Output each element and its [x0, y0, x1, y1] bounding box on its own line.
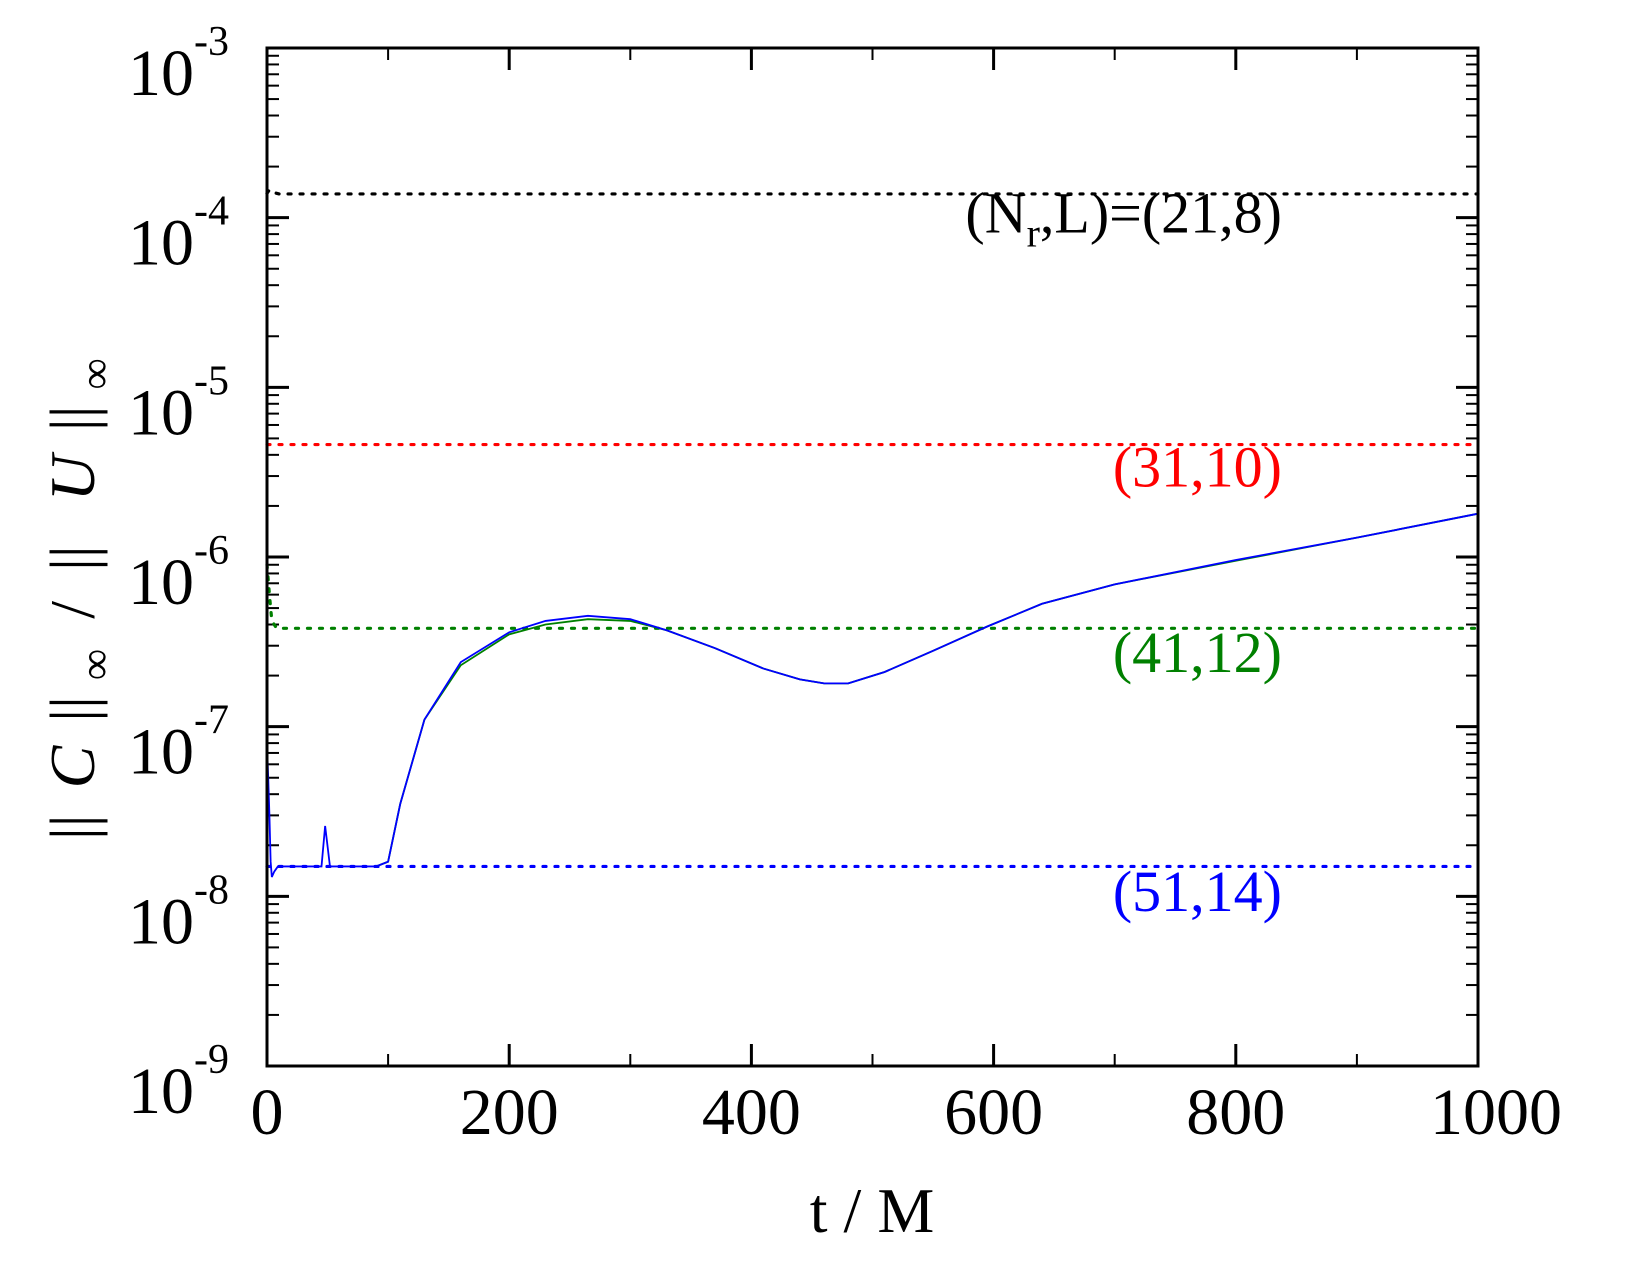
y-tick-label: 10-8	[128, 867, 229, 958]
x-tick-label: 800	[1186, 1076, 1285, 1149]
x-axis-title: t / M	[810, 1175, 934, 1246]
y-tick-exp: -9	[194, 1037, 229, 1083]
y-tick-base: 10	[128, 716, 194, 789]
y-tick-base: 10	[128, 885, 194, 958]
series-label-text: (51,14)	[1113, 859, 1282, 924]
series-label-3: (51,14)	[1113, 859, 1282, 924]
series-label-text: (N	[965, 180, 1026, 245]
series-label-text: (41,12)	[1113, 620, 1282, 685]
series-layer	[265, 187, 1480, 878]
series-label-rest: ,L)=(21,8)	[1040, 180, 1282, 245]
x-tick-label: 600	[944, 1076, 1043, 1149]
y-tick-exp: -5	[194, 358, 229, 404]
y-axis-den-open: ||	[37, 545, 108, 571]
y-axis-slash: /	[37, 601, 108, 619]
y-axis-title: || C || ∞ / || U || ∞	[37, 358, 124, 840]
minor-ticks	[267, 48, 1478, 1066]
series-line-5	[266, 512, 1479, 878]
series-label-0: (Nr,L)=(21,8)	[965, 180, 1282, 255]
y-tick-base: 10	[128, 376, 194, 449]
y-tick-exp: -4	[194, 189, 229, 235]
major-ticks	[265, 46, 1480, 1068]
series-line-2	[265, 563, 1480, 630]
y-axis-num-symbol: C	[37, 744, 108, 788]
series-label-sub: r	[1027, 210, 1040, 255]
y-tick-base: 10	[128, 1055, 194, 1128]
y-tick-label: 10-4	[128, 189, 229, 280]
y-tick-exp: -6	[194, 528, 229, 574]
plot-frame	[265, 46, 1480, 1068]
y-tick-exp: -8	[194, 867, 229, 913]
y-tick-label: 10-3	[128, 19, 229, 110]
y-tick-exp: -7	[194, 698, 229, 744]
y-axis-den-symbol: U	[37, 451, 108, 501]
y-axis-den-close: ||	[37, 405, 108, 431]
y-axis-norm-close: ||	[37, 696, 108, 722]
y-tick-label: 10-6	[128, 528, 229, 619]
y-tick-exp: -3	[194, 19, 229, 65]
series-label-1: (31,10)	[1113, 435, 1282, 500]
series-labels: (Nr,L)=(21,8) (31,10) (41,12) (51,14)	[965, 180, 1282, 924]
y-tick-base: 10	[128, 546, 194, 619]
x-tick-labels: 0 200 400 600 800 1000	[251, 1076, 1563, 1149]
x-tick-label: 0	[251, 1076, 284, 1149]
x-tick-label: 200	[460, 1076, 559, 1149]
series-line-4	[375, 512, 1479, 868]
y-axis-sub: ∞	[71, 649, 120, 680]
y-axis-den-sub: ∞	[71, 358, 120, 389]
y-tick-label: 10-5	[128, 358, 229, 449]
series-label-text: (31,10)	[1113, 435, 1282, 500]
y-tick-labels: 10-910-810-710-610-510-410-3	[128, 19, 229, 1128]
series-label-2: (41,12)	[1113, 620, 1282, 685]
y-tick-base: 10	[128, 37, 194, 110]
x-tick-label: 1000	[1430, 1076, 1562, 1149]
y-tick-label: 10-7	[128, 698, 229, 789]
y-tick-base: 10	[128, 207, 194, 280]
x-tick-label: 400	[702, 1076, 801, 1149]
y-tick-label: 10-9	[128, 1037, 229, 1128]
y-axis-norm-open: ||	[37, 814, 108, 840]
series-line-0	[265, 187, 1480, 196]
